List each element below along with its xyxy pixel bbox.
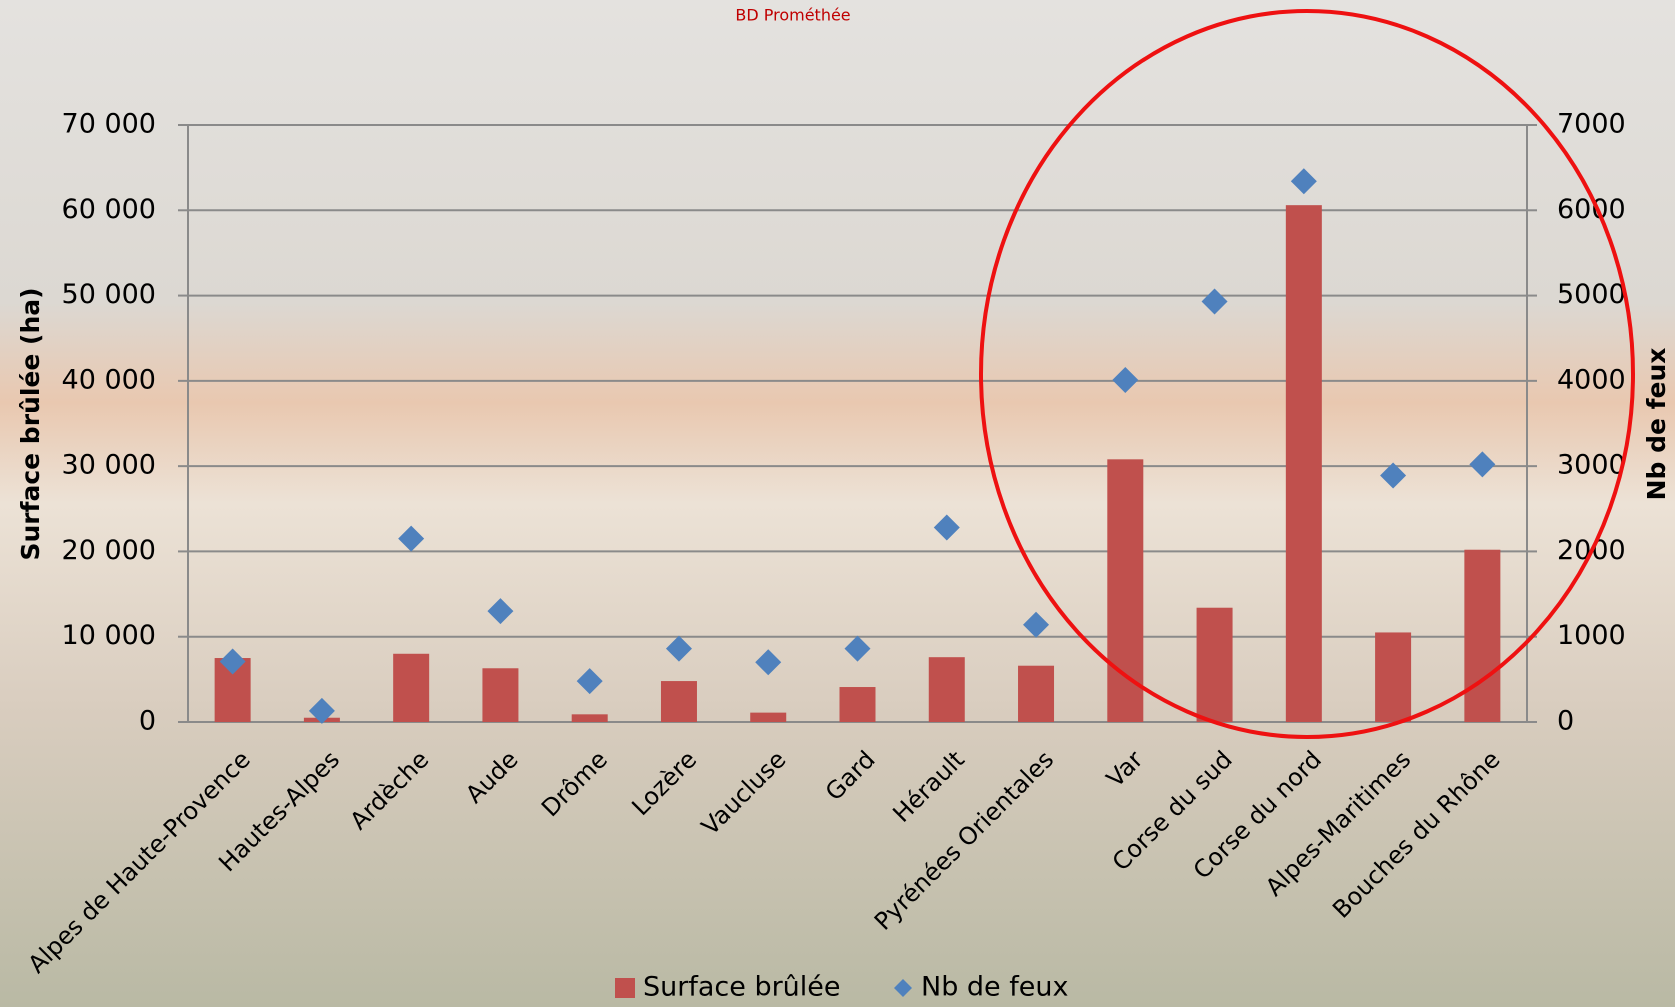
y-tick-label: 60 000 (62, 194, 156, 225)
point (219, 648, 246, 675)
bar (750, 712, 787, 722)
y-tick-label: 70 000 (62, 109, 156, 140)
bar (1107, 459, 1144, 722)
legend-swatch (615, 978, 635, 998)
bar (928, 657, 965, 722)
y-tick-label: 20 000 (62, 535, 156, 566)
point (1112, 367, 1139, 394)
bar (1464, 549, 1501, 722)
highlight-ellipse (979, 9, 1635, 739)
y-tick-label: 0 (139, 706, 156, 737)
point (1469, 451, 1496, 478)
y-tick-label: 40 000 (62, 364, 156, 395)
point (1023, 611, 1050, 638)
point (1290, 168, 1317, 195)
point (665, 635, 692, 662)
y2-tick-label: 7000 (1557, 109, 1626, 140)
point (398, 525, 425, 552)
y2-axis-title: Nb de feux (1642, 348, 1671, 501)
legend-label: Surface brûlée (643, 972, 841, 1003)
legend-label: Nb de feux (921, 972, 1068, 1003)
y-tick-label: 50 000 (62, 279, 156, 310)
y2-tick-label: 0 (1557, 706, 1574, 737)
point (933, 514, 960, 541)
point (755, 649, 782, 676)
point (487, 598, 514, 625)
y-tick-label: 30 000 (62, 450, 156, 481)
y2-tick-label: 1000 (1557, 620, 1626, 651)
y-tick-label: 10 000 (62, 620, 156, 651)
y2-tick-label: 3000 (1557, 450, 1626, 481)
y-axis-title: Surface brûlée (ha) (16, 287, 45, 560)
point (308, 697, 335, 724)
bar (1285, 205, 1322, 722)
y2-tick-label: 5000 (1557, 279, 1626, 310)
bar (1196, 607, 1233, 722)
bar (839, 687, 876, 722)
bar (482, 668, 519, 722)
point (1201, 288, 1228, 315)
point (1380, 462, 1407, 489)
bar (1018, 665, 1055, 722)
bar (571, 714, 608, 722)
bar (660, 681, 697, 722)
point (844, 635, 871, 662)
chart-title: BD Prométhée (735, 6, 850, 25)
bar (1375, 632, 1412, 722)
legend-swatch (894, 979, 912, 997)
bar (393, 653, 430, 722)
point (576, 668, 603, 695)
y2-tick-label: 4000 (1557, 364, 1626, 395)
